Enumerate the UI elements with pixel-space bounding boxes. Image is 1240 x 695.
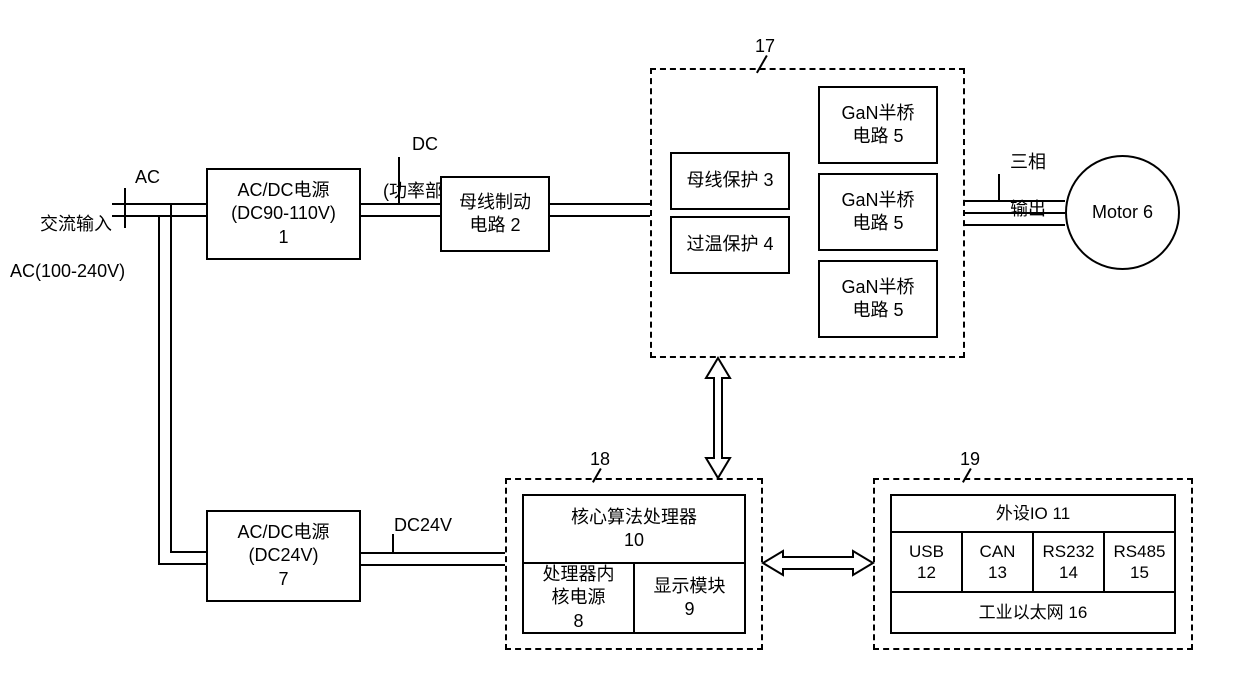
core-proc-l1: 核心算法处理器: [571, 506, 697, 529]
brake-line2: 电路 2: [469, 214, 520, 237]
overtemp: 过温保护 4: [686, 233, 773, 256]
phase-line-2: [965, 212, 1065, 214]
gan-block-3: GaN半桥 电路 5: [818, 260, 938, 338]
dc1-line-bot: [361, 215, 440, 217]
phase-line-3: [965, 224, 1065, 226]
ac-input-line2: AC(100-240V): [10, 261, 125, 281]
display-l1: 显示模块: [654, 575, 726, 598]
rs232-n: 14: [1059, 562, 1078, 583]
dc24v-label: DC24V: [394, 514, 452, 537]
rs485-n: 15: [1130, 562, 1149, 583]
gan2-l2: 电路 5: [852, 212, 903, 235]
acdc7-line1: AC/DC电源: [237, 521, 329, 544]
ac-line-top: [112, 203, 206, 205]
dc24v-leader: [392, 534, 394, 552]
ac-drop-right: [170, 203, 172, 553]
arrow-17-18: [700, 358, 736, 478]
dc24-line-top: [361, 552, 505, 554]
acdc7-num: 7: [278, 568, 288, 591]
ac-drop-left: [158, 215, 160, 565]
dc2-line-bot: [550, 215, 650, 217]
gan3-l1: GaN半桥: [841, 276, 914, 299]
gan1-l1: GaN半桥: [841, 102, 914, 125]
gan-block-1: GaN半桥 电路 5: [818, 86, 938, 164]
three-phase-label: 三相 输出: [1000, 128, 1046, 222]
rs232-l: RS232: [1043, 541, 1095, 562]
three-phase-l2: 输出: [1010, 199, 1046, 219]
ac-input-label: 交流输入 AC(100-240V): [0, 190, 112, 284]
busprot: 母线保护 3: [686, 169, 773, 192]
usb-cell: USB 12: [892, 533, 963, 591]
three-phase-l1: 三相: [1010, 152, 1046, 172]
ac-tick: [124, 188, 126, 228]
io-header: 外设IO 11: [996, 503, 1070, 524]
dc1-line-top: [361, 203, 440, 205]
acdc1-line2: (DC90-110V): [231, 202, 336, 225]
rs485-cell: RS485 15: [1105, 533, 1174, 591]
dc24-line-bot: [361, 564, 505, 566]
ac-short-label: AC: [135, 166, 160, 189]
ac-drop-bot-top: [158, 563, 206, 565]
motor-label: Motor 6: [1092, 202, 1153, 223]
can-l: CAN: [980, 541, 1016, 562]
ac-drop-bot-bot: [170, 551, 206, 553]
rs485-l: RS485: [1114, 541, 1166, 562]
acdc1-num: 1: [278, 226, 288, 249]
display-num: 9: [684, 598, 694, 621]
acdc-power-1-block: AC/DC电源 (DC90-110V) 1: [206, 168, 361, 260]
bus-brake-block: 母线制动 电路 2: [440, 176, 550, 252]
usb-n: 12: [917, 562, 936, 583]
pcps-l2: 核电源: [552, 586, 606, 609]
pcps-num: 8: [573, 610, 583, 633]
proc-core-ps-cell: 处理器内 核电源 8: [524, 564, 635, 632]
pcps-l1: 处理器内: [543, 563, 615, 586]
display-cell: 显示模块 9: [635, 564, 744, 632]
acdc7-line2: (DC24V): [248, 544, 318, 567]
core-processor-cell: 核心算法处理器 10: [524, 496, 744, 564]
core-proc-num: 10: [624, 529, 644, 552]
usb-l: USB: [909, 541, 944, 562]
gan3-l2: 电路 5: [852, 299, 903, 322]
gan-block-2: GaN半桥 电路 5: [818, 173, 938, 251]
can-cell: CAN 13: [963, 533, 1034, 591]
rs232-cell: RS232 14: [1034, 533, 1105, 591]
can-n: 13: [988, 562, 1007, 583]
overtemp-block: 过温保护 4: [670, 216, 790, 274]
brake-line1: 母线制动: [459, 191, 531, 214]
gan2-l1: GaN半桥: [841, 189, 914, 212]
dc2-line-top: [550, 203, 650, 205]
io-header-cell: 外设IO 11: [892, 496, 1174, 531]
acdc1-line1: AC/DC电源: [237, 179, 329, 202]
gan1-l2: 电路 5: [852, 125, 903, 148]
arrow-18-19: [763, 545, 873, 581]
motor-block: Motor 6: [1065, 155, 1180, 270]
eth: 工业以太网 16: [979, 602, 1088, 623]
three-phase-leader: [998, 174, 1000, 200]
ethernet-cell: 工业以太网 16: [892, 593, 1174, 632]
ac-input-line1: 交流输入: [40, 214, 112, 234]
dc-power-line1: DC: [412, 134, 438, 154]
io-table: 外设IO 11 USB 12 CAN 13 RS232 14 RS485 15 …: [890, 494, 1176, 634]
dc-label-leader: [398, 157, 400, 203]
bus-protect-block: 母线保护 3: [670, 152, 790, 210]
phase-line-1: [965, 200, 1065, 202]
acdc-power-7-block: AC/DC电源 (DC24V) 7: [206, 510, 361, 602]
controller-table: 核心算法处理器 10 处理器内 核电源 8 显示模块 9: [522, 494, 746, 634]
